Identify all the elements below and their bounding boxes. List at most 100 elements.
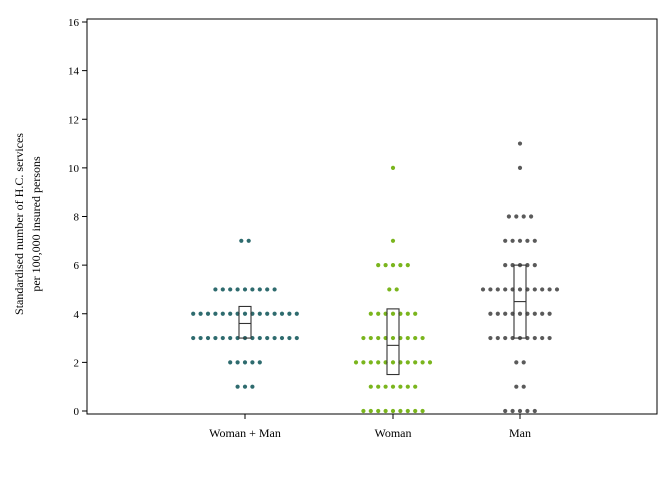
data-point (521, 384, 526, 389)
data-point (390, 238, 396, 243)
data-point (213, 287, 218, 292)
data-point (503, 238, 508, 243)
data-point (488, 311, 493, 316)
data-point (390, 165, 396, 170)
data-point (279, 311, 285, 316)
data-point (525, 238, 530, 243)
data-point (495, 311, 500, 316)
data-point (272, 335, 277, 341)
y-tick-label: 12 (68, 114, 79, 126)
y-tick-label: 0 (74, 406, 80, 418)
data-point (383, 263, 388, 268)
data-point (376, 311, 381, 316)
data-point (405, 311, 410, 316)
data-point (495, 335, 500, 341)
data-point (250, 384, 255, 389)
data-point (420, 335, 425, 341)
chart-marks (191, 141, 560, 414)
data-point (220, 287, 225, 292)
data-point (242, 384, 248, 389)
data-point (235, 384, 240, 389)
data-point (390, 263, 396, 268)
data-point (361, 360, 366, 365)
data-point (390, 384, 396, 389)
data-point (398, 408, 403, 414)
data-point (394, 287, 399, 292)
data-point (517, 287, 523, 292)
data-point (272, 287, 277, 292)
data-point (213, 335, 218, 341)
data-point (525, 408, 530, 414)
data-point (547, 311, 552, 316)
data-point (220, 311, 225, 316)
data-point (376, 384, 381, 389)
data-point (250, 360, 255, 365)
data-point (480, 287, 486, 292)
data-point (228, 360, 233, 365)
data-point (191, 335, 196, 341)
data-point (554, 287, 560, 292)
x-tick-label: Woman (374, 426, 411, 440)
data-point (376, 360, 381, 365)
data-point (420, 360, 425, 365)
data-point (361, 335, 366, 341)
data-point (228, 311, 233, 316)
data-point (368, 335, 373, 341)
data-point (265, 287, 270, 292)
data-point (272, 311, 277, 316)
data-point (265, 311, 270, 316)
data-point (413, 311, 418, 316)
data-point (405, 335, 410, 341)
x-axis: Woman + Man Woman Man (209, 414, 531, 440)
data-point (540, 311, 545, 316)
data-point (376, 408, 381, 414)
data-point (503, 408, 508, 414)
series-group (480, 141, 560, 414)
x-tick-label: Man (509, 426, 531, 440)
data-point (488, 287, 493, 292)
y-tick-label: 2 (74, 357, 80, 369)
data-point (242, 311, 248, 316)
data-point (398, 263, 403, 268)
data-point (517, 238, 523, 243)
data-point (257, 287, 262, 292)
data-point (228, 287, 233, 292)
y-axis-title-line-1: Standardised number of H.C. services (12, 133, 26, 315)
data-point (368, 408, 373, 414)
data-point (532, 335, 537, 341)
data-point (242, 360, 248, 365)
data-point (246, 238, 251, 243)
data-point (205, 311, 211, 316)
x-tick-label: Woman + Man (209, 426, 281, 440)
data-point (514, 360, 519, 365)
data-point (390, 360, 396, 365)
data-point (532, 263, 537, 268)
data-point (361, 408, 366, 414)
data-point (503, 311, 508, 316)
data-point (242, 287, 248, 292)
box-iqr (386, 308, 400, 376)
data-point (532, 287, 537, 292)
data-point (517, 311, 523, 316)
data-point (532, 311, 537, 316)
data-point (517, 165, 523, 170)
data-point (405, 360, 410, 365)
data-point (503, 335, 508, 341)
data-point (514, 214, 519, 219)
data-point (540, 287, 545, 292)
data-point (294, 335, 299, 341)
data-point (220, 335, 225, 341)
data-point (398, 384, 403, 389)
data-point (376, 263, 381, 268)
data-point (376, 335, 381, 341)
data-point (383, 408, 388, 414)
data-point (250, 287, 255, 292)
data-point (532, 408, 537, 414)
plot-frame (86, 18, 658, 415)
data-point (390, 335, 396, 341)
data-point (540, 335, 545, 341)
data-point (405, 384, 410, 389)
data-point (529, 214, 534, 219)
data-point (517, 141, 523, 146)
data-point (506, 214, 511, 219)
